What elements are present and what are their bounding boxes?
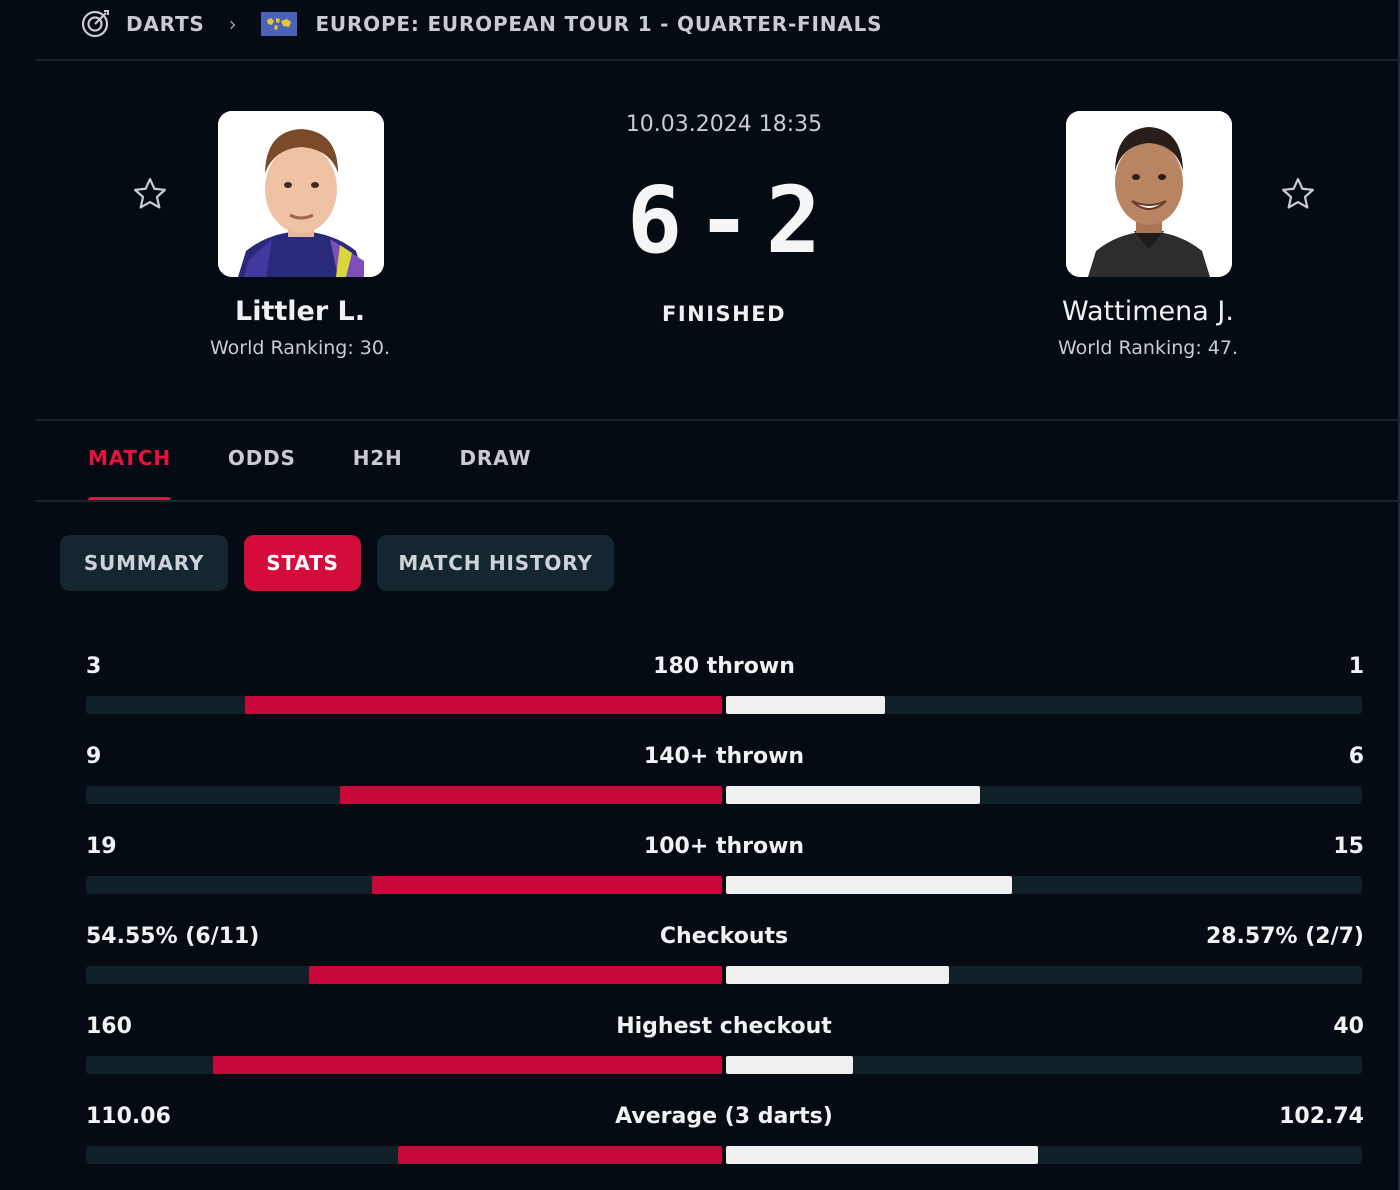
stat-away-bar bbox=[726, 786, 981, 804]
europe-flag-icon bbox=[261, 12, 298, 36]
stat-home-value: 54.55% (6/11) bbox=[86, 924, 260, 949]
home-score: 6 bbox=[626, 166, 683, 274]
stat-home-track bbox=[86, 1146, 722, 1164]
header-divider bbox=[36, 419, 1400, 421]
stat-home-bar bbox=[213, 1056, 722, 1074]
stat-away-track bbox=[726, 966, 1362, 984]
home-player-avatar[interactable] bbox=[218, 111, 384, 277]
stat-row: 9 140+ thrown 6 bbox=[86, 744, 1364, 824]
stat-home-track bbox=[86, 696, 722, 714]
stat-home-bar bbox=[308, 966, 722, 984]
tab-h2h[interactable]: H2H bbox=[352, 446, 403, 470]
stat-label: Average (3 darts) bbox=[615, 1104, 833, 1129]
stat-label: Checkouts bbox=[659, 924, 789, 949]
stat-home-value: 110.06 bbox=[86, 1104, 171, 1129]
stat-away-track bbox=[726, 876, 1362, 894]
stat-away-track bbox=[726, 696, 1362, 714]
darts-target-icon bbox=[80, 9, 110, 39]
stat-home-track bbox=[86, 1056, 722, 1074]
stat-label: 180 thrown bbox=[653, 654, 795, 679]
score-separator: - bbox=[696, 166, 752, 274]
breadcrumb-divider bbox=[36, 59, 1400, 61]
stat-row: 110.06 Average (3 darts) 102.74 bbox=[86, 1104, 1364, 1184]
breadcrumb-competition-link[interactable]: EUROPE: EUROPEAN TOUR 1 - QUARTER-FINALS bbox=[315, 12, 883, 36]
chevron-right-icon: › bbox=[228, 12, 238, 36]
match-datetime: 10.03.2024 18:35 bbox=[625, 112, 823, 137]
away-player-name[interactable]: Wattimena J. bbox=[1062, 296, 1234, 327]
stat-home-bar bbox=[397, 1146, 722, 1164]
breadcrumb-sport-link[interactable]: DARTS bbox=[126, 12, 205, 36]
tab-odds[interactable]: ODDS bbox=[227, 446, 296, 470]
stat-away-value: 6 bbox=[1348, 744, 1364, 769]
stat-home-value: 19 bbox=[86, 834, 117, 859]
stat-home-bar bbox=[340, 786, 722, 804]
subtab-summary[interactable]: SUMMARY bbox=[60, 535, 228, 591]
stat-home-bar bbox=[372, 876, 722, 894]
stat-away-bar bbox=[726, 696, 885, 714]
favorite-away-star-icon[interactable] bbox=[1278, 174, 1318, 214]
stat-row: 19 100+ thrown 15 bbox=[86, 834, 1364, 914]
right-edge-divider bbox=[1398, 0, 1400, 1190]
home-player-ranking: World Ranking: 30. bbox=[210, 337, 390, 359]
stat-away-value: 40 bbox=[1333, 1014, 1364, 1039]
subtab-stats[interactable]: STATS bbox=[244, 535, 361, 591]
favorite-home-star-icon[interactable] bbox=[130, 174, 170, 214]
stat-home-bar bbox=[245, 696, 722, 714]
tabs-divider bbox=[36, 500, 1400, 502]
stat-home-value: 160 bbox=[86, 1014, 132, 1039]
stat-away-value: 102.74 bbox=[1279, 1104, 1364, 1129]
away-player-avatar[interactable] bbox=[1066, 111, 1232, 277]
away-score: 2 bbox=[765, 166, 822, 274]
stat-row: 3 180 thrown 1 bbox=[86, 654, 1364, 734]
stat-away-track bbox=[726, 786, 1362, 804]
stat-away-bar bbox=[726, 1146, 1038, 1164]
stat-label: 100+ thrown bbox=[643, 834, 805, 859]
stat-row: 54.55% (6/11) Checkouts 28.57% (2/7) bbox=[86, 924, 1364, 1004]
away-player-ranking: World Ranking: 47. bbox=[1058, 337, 1238, 359]
stat-away-track bbox=[726, 1146, 1362, 1164]
stat-label: Highest checkout bbox=[616, 1014, 832, 1039]
subtab-match-history[interactable]: MATCH HISTORY bbox=[377, 535, 614, 591]
stat-label: 140+ thrown bbox=[643, 744, 805, 769]
tab-draw[interactable]: DRAW bbox=[459, 446, 532, 470]
match-tabs: MATCH ODDS H2H DRAW bbox=[88, 446, 588, 502]
stat-home-value: 9 bbox=[86, 744, 102, 769]
home-player-name[interactable]: Littler L. bbox=[234, 296, 366, 327]
stat-away-value: 15 bbox=[1333, 834, 1364, 859]
match-status: FINISHED bbox=[661, 302, 787, 326]
stat-away-value: 28.57% (2/7) bbox=[1205, 924, 1364, 949]
stat-away-bar bbox=[726, 966, 949, 984]
stat-away-bar bbox=[726, 876, 1013, 894]
stat-home-track bbox=[86, 876, 722, 894]
tab-match[interactable]: MATCH bbox=[88, 446, 171, 502]
stat-away-track bbox=[726, 1056, 1362, 1074]
stat-away-value: 1 bbox=[1348, 654, 1364, 679]
stat-home-value: 3 bbox=[86, 654, 102, 679]
stat-row: 160 Highest checkout 40 bbox=[86, 1014, 1364, 1094]
breadcrumb: DARTS › EUROPE: EUROPEAN TOUR 1 - QUARTE… bbox=[80, 8, 882, 40]
stat-home-track bbox=[86, 966, 722, 984]
stat-away-bar bbox=[726, 1056, 854, 1074]
match-score: 6 - 2 bbox=[524, 167, 924, 274]
stat-home-track bbox=[86, 786, 722, 804]
